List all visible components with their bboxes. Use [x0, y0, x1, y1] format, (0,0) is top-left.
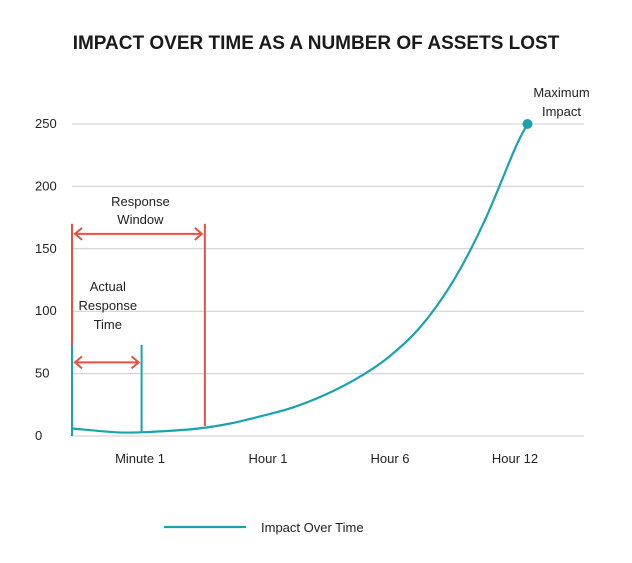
x-tick-label: Hour 1 [248, 451, 287, 466]
response-window-arrowhead-right [194, 227, 204, 241]
actual-response-label: Response [79, 298, 138, 313]
maximum-impact-label: Impact [542, 104, 581, 119]
y-tick-label: 100 [35, 303, 57, 318]
y-axis-ticks: 0 50 100 150 200 250 [35, 116, 57, 443]
y-tick-label: 250 [35, 116, 57, 131]
actual-response-label: Actual [90, 279, 126, 294]
x-axis-ticks: Minute 1 Hour 1 Hour 6 Hour 12 [115, 451, 538, 466]
chart-title: IMPACT OVER TIME AS A NUMBER OF ASSETS L… [73, 33, 560, 54]
maximum-impact-point [522, 119, 533, 129]
legend: Impact Over Time [164, 520, 364, 535]
response-window-annotation: Response Window [71, 194, 206, 427]
x-tick-label: Hour 6 [370, 451, 409, 466]
series-line-impact-over-time [71, 123, 529, 434]
y-tick-label: 50 [35, 366, 49, 381]
y-tick-label: 200 [35, 178, 57, 193]
x-tick-label: Hour 12 [492, 451, 538, 466]
x-tick-label: Minute 1 [115, 451, 165, 466]
actual-response-arrowhead-left [73, 355, 83, 370]
response-window-label: Window [117, 212, 164, 227]
actual-response-arrowhead-right [130, 355, 141, 370]
actual-response-label: Time [94, 317, 122, 332]
response-window-label: Response [111, 194, 170, 209]
y-tick-label: 150 [35, 241, 57, 256]
y-tick-label: 0 [35, 428, 42, 443]
legend-label: Impact Over Time [261, 520, 364, 535]
grid [72, 123, 584, 437]
maximum-impact-label: Maximum [533, 85, 589, 100]
actual-response-annotation: Actual Response Time [71, 279, 143, 436]
response-window-arrowhead-left [73, 227, 83, 241]
